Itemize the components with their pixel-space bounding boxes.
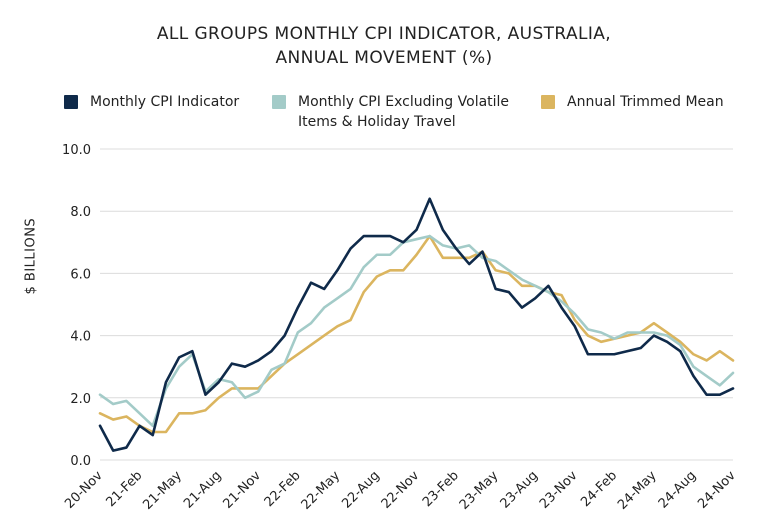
x-tick-label: 22-Feb: [262, 468, 304, 510]
series-line-2[interactable]: [98, 234, 735, 434]
x-tick-label: 23-May: [457, 468, 502, 513]
y-tick-label: 10.0: [62, 143, 91, 158]
x-tick-label: 20-Nov: [62, 468, 106, 512]
x-tick-label: 23-Aug: [498, 468, 541, 511]
legend-label-excl-volatile: Monthly CPI Excluding Volatile Items & H…: [298, 94, 510, 130]
y-tick-label: 0.0: [70, 454, 91, 469]
y-tick-label: 6.0: [70, 267, 91, 282]
x-tick-label: 24-Aug: [656, 468, 699, 511]
chart-title: ALL GROUPS MONTHLY CPI INDICATOR, AUSTRA…: [0, 22, 768, 70]
y-tick-label: 2.0: [70, 392, 91, 407]
x-tick-label: 24-May: [615, 468, 660, 513]
x-tick-label: 21-Aug: [181, 468, 224, 511]
grid-lines: [100, 148, 733, 461]
chart-title-line-1: ALL GROUPS MONTHLY CPI INDICATOR, AUSTRA…: [156, 24, 612, 44]
legend-item-excl-volatile[interactable]: Monthly CPI Excluding Volatile Items & H…: [272, 92, 524, 132]
x-tick-label: 22-Aug: [339, 468, 382, 511]
y-tick-label: 4.0: [70, 330, 91, 345]
legend-label-monthly-cpi: Monthly CPI Indicator: [90, 94, 240, 110]
x-tick-label: 24-Feb: [578, 468, 620, 510]
legend-item-monthly-cpi[interactable]: Monthly CPI Indicator: [64, 92, 239, 112]
x-tick-label: 21-Feb: [103, 468, 145, 510]
x-tick-label: 22-May: [299, 468, 344, 513]
legend-swatch-excl-volatile: [272, 95, 286, 109]
x-tick-label: 21-Nov: [221, 468, 265, 512]
legend-swatch-monthly-cpi: [64, 95, 78, 109]
x-tick-label: 23-Nov: [537, 468, 581, 512]
legend-label-trimmed-mean: Annual Trimmed Mean: [567, 94, 724, 110]
x-tick-label: 23-Feb: [420, 468, 462, 510]
y-tick-label: 8.0: [70, 205, 91, 220]
x-tick-labels: 20-Nov21-Feb21-May21-Aug21-Nov22-Feb22-M…: [62, 468, 739, 513]
series-lines: [98, 197, 735, 452]
x-tick-label: 22-Nov: [379, 468, 423, 512]
x-tick-label: 21-May: [140, 468, 185, 513]
legend-swatch-trimmed-mean: [541, 95, 555, 109]
x-tick-label: 24-Nov: [695, 468, 739, 512]
series-line-0[interactable]: [98, 197, 735, 452]
y-tick-labels: 0.0 2.0 4.0 6.0 8.0 10.0: [62, 143, 91, 469]
chart-title-line-2: ANNUAL MOVEMENT (%): [275, 48, 493, 68]
legend-item-trimmed-mean[interactable]: Annual Trimmed Mean: [541, 92, 724, 112]
legend: Monthly CPI Indicator Monthly CPI Exclud…: [0, 92, 768, 136]
